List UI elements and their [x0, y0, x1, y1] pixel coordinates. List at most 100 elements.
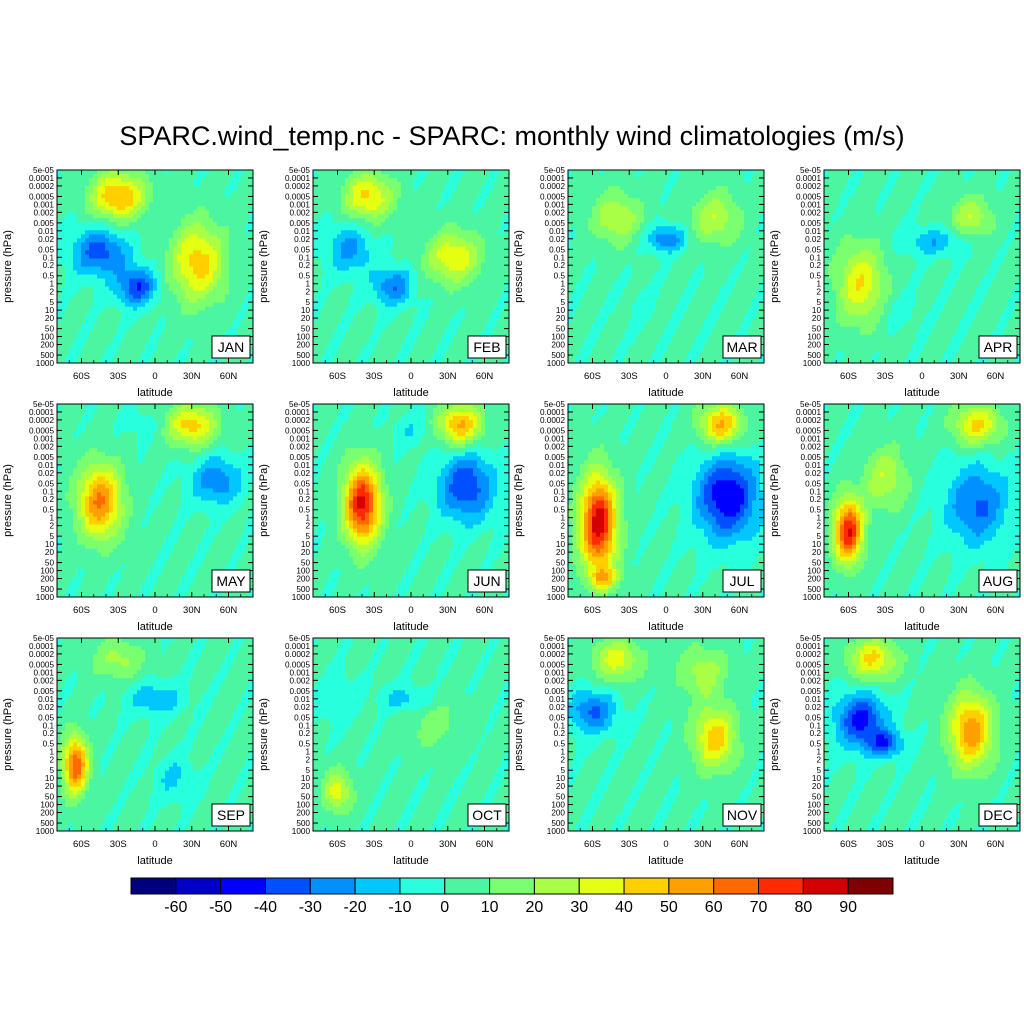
field-cell	[469, 246, 474, 251]
field-cell	[325, 234, 330, 239]
field-cell	[97, 343, 102, 348]
field-cell	[720, 170, 725, 175]
field-cell	[101, 295, 106, 300]
field-cell	[313, 307, 318, 312]
field-cell	[217, 327, 222, 332]
field-cell	[377, 267, 382, 272]
field-cell	[217, 182, 222, 187]
field-cell	[357, 287, 362, 292]
field-cell	[389, 246, 394, 251]
field-cell	[61, 303, 66, 308]
field-cell	[69, 218, 74, 223]
field-cell	[389, 295, 394, 300]
field-cell	[457, 246, 462, 251]
field-cell	[237, 178, 242, 183]
field-cell	[125, 303, 130, 308]
field-cell	[117, 283, 122, 288]
field-cell	[345, 198, 350, 203]
field-cell	[389, 258, 394, 263]
field-cell	[393, 226, 398, 231]
field-cell	[221, 222, 226, 227]
field-cell	[69, 311, 74, 316]
field-cell	[345, 287, 350, 292]
field-cell	[465, 323, 470, 328]
field-cell	[329, 190, 334, 195]
field-cell	[680, 170, 685, 175]
field-cell	[145, 258, 150, 263]
field-cell	[369, 258, 374, 263]
field-cell	[576, 174, 581, 179]
field-cell	[221, 226, 226, 231]
field-cell	[596, 174, 601, 179]
field-cell	[373, 210, 378, 215]
field-cell	[205, 267, 210, 272]
field-cell	[69, 351, 74, 356]
field-cell	[409, 218, 414, 223]
field-cell	[345, 351, 350, 356]
field-cell	[401, 331, 406, 336]
field-cell	[221, 198, 226, 203]
field-cell	[121, 246, 126, 251]
field-cell	[153, 339, 158, 344]
field-cell	[417, 339, 422, 344]
field-cell	[153, 194, 158, 199]
field-cell	[217, 287, 222, 292]
field-cell	[345, 315, 350, 320]
y-tick-label: 0.0002	[285, 182, 310, 191]
field-cell	[473, 174, 478, 179]
field-cell	[497, 307, 502, 312]
field-cell	[181, 303, 186, 308]
field-cell	[65, 311, 70, 316]
field-cell	[169, 226, 174, 231]
field-cell	[321, 194, 326, 199]
field-cell	[201, 190, 206, 195]
field-cell	[113, 275, 118, 280]
field-cell	[121, 234, 126, 239]
field-cell	[121, 262, 126, 267]
field-cell	[181, 218, 186, 223]
field-cell	[632, 174, 637, 179]
field-cell	[477, 258, 482, 263]
field-cell	[109, 242, 114, 247]
field-cell	[69, 170, 74, 175]
field-cell	[385, 170, 390, 175]
field-cell	[445, 262, 450, 267]
field-cell	[341, 311, 346, 316]
field-cell	[121, 335, 126, 340]
field-cell	[133, 355, 138, 360]
field-cell	[169, 230, 174, 235]
field-cell	[93, 194, 98, 199]
field-cell	[185, 246, 190, 251]
field-cell	[441, 182, 446, 187]
field-cell	[61, 307, 66, 312]
field-cell	[73, 347, 78, 352]
field-cell	[317, 355, 322, 360]
field-cell	[145, 178, 150, 183]
field-cell	[149, 307, 154, 312]
field-cell	[157, 258, 162, 263]
field-cell	[241, 331, 246, 336]
field-cell	[125, 331, 130, 336]
field-cell	[321, 234, 326, 239]
field-cell	[453, 242, 458, 247]
field-cell	[197, 242, 202, 247]
field-cell	[329, 258, 334, 263]
field-cell	[213, 194, 218, 199]
field-cell	[381, 178, 386, 183]
field-cell	[189, 222, 194, 227]
field-cell	[173, 194, 178, 199]
field-cell	[201, 303, 206, 308]
field-cell	[345, 226, 350, 231]
field-cell	[209, 258, 214, 263]
field-cell	[141, 339, 146, 344]
field-cell	[457, 214, 462, 219]
field-cell	[73, 186, 78, 191]
field-cell	[153, 343, 158, 348]
field-cell	[69, 254, 74, 259]
field-cell	[429, 222, 434, 227]
field-cell	[101, 258, 106, 263]
field-cell	[437, 303, 442, 308]
field-cell	[321, 262, 326, 267]
field-cell	[317, 295, 322, 300]
field-cell	[185, 343, 190, 348]
